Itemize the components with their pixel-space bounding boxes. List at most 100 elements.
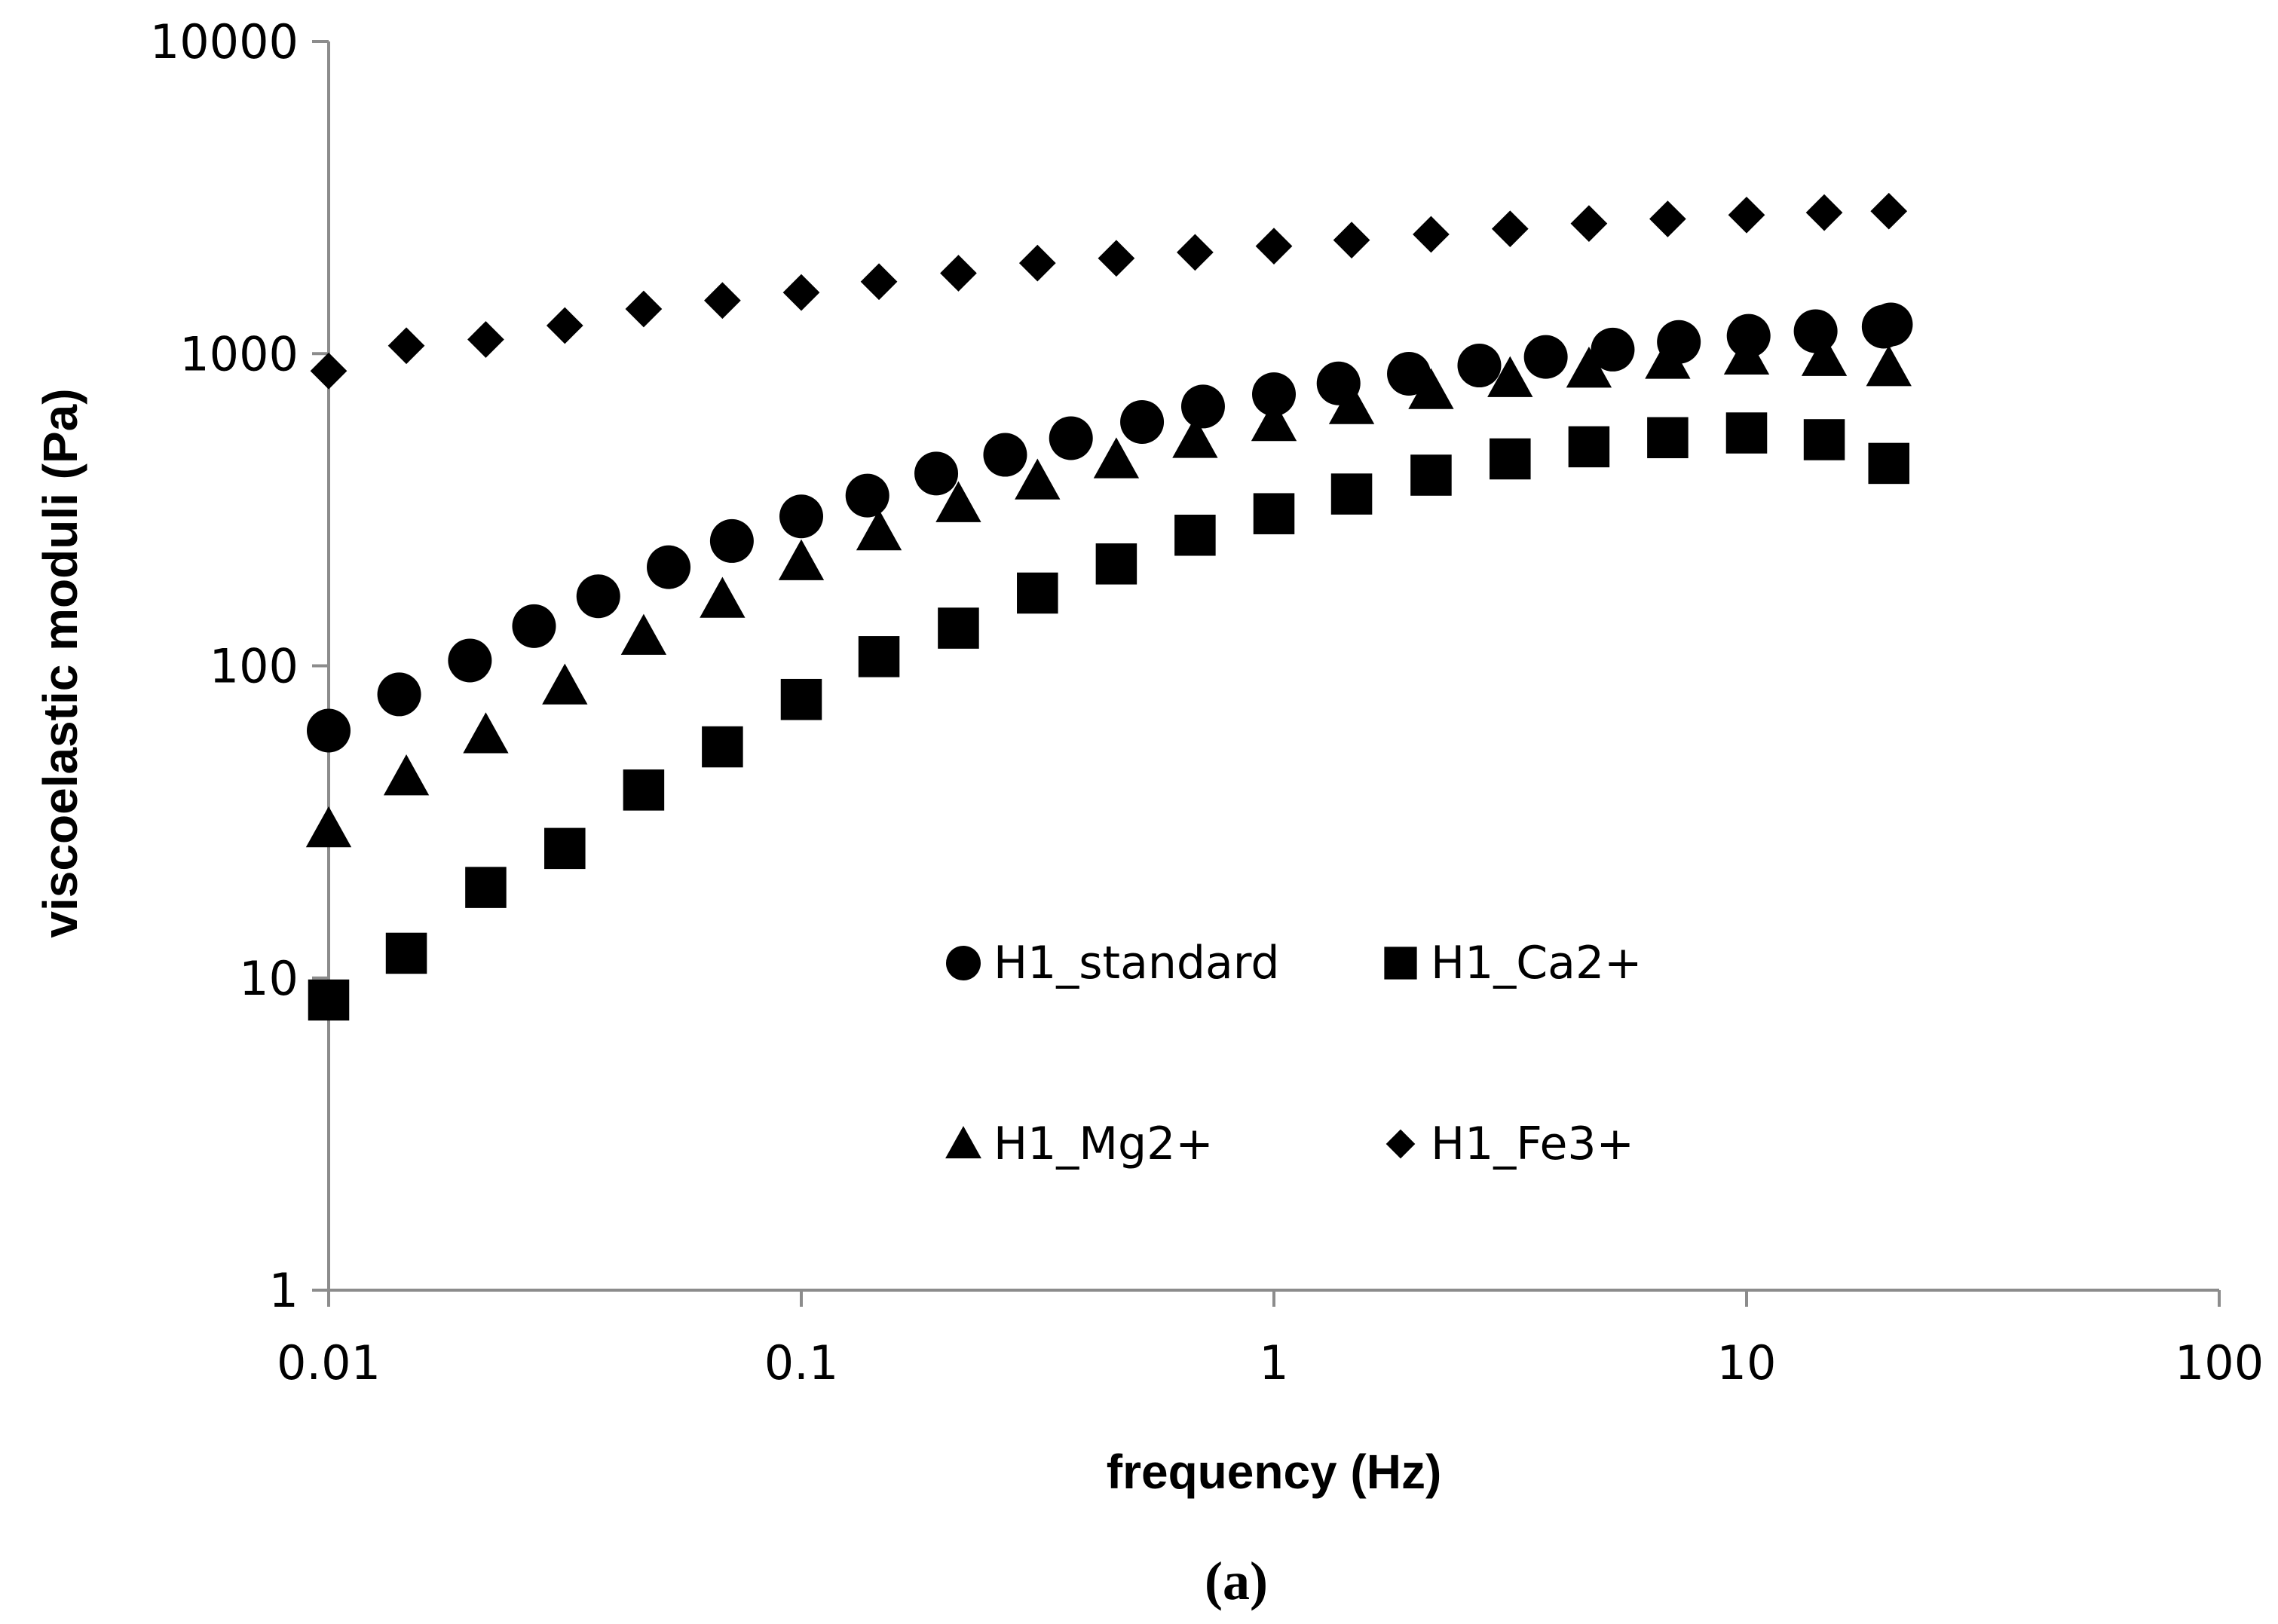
data-point-h1-standard bbox=[914, 451, 959, 496]
data-point-h1-ca2 bbox=[858, 636, 900, 677]
data-point-h1-standard bbox=[1523, 335, 1568, 379]
data-point-h1-fe3 bbox=[1333, 222, 1370, 258]
data-point-h1-mg2 bbox=[1487, 356, 1533, 397]
legend-label-h1-ca2: H1_Ca2+ bbox=[1431, 937, 1642, 989]
data-point-h1-fe3 bbox=[387, 327, 425, 365]
data-point-h1-ca2 bbox=[1330, 473, 1373, 515]
series-h1-standard bbox=[307, 302, 1913, 753]
data-points bbox=[305, 192, 1913, 1021]
data-point-h1-ca2 bbox=[780, 678, 822, 720]
data-point-h1-fe3 bbox=[1870, 192, 1908, 230]
x-tick-label: 0.1 bbox=[764, 1335, 839, 1390]
data-point-h1-standard bbox=[779, 494, 823, 539]
data-point-h1-ca2 bbox=[544, 827, 586, 870]
data-point-h1-standard bbox=[1120, 399, 1165, 444]
legend-marker-h1-fe3 bbox=[1385, 1129, 1416, 1159]
data-point-h1-fe3 bbox=[860, 263, 898, 301]
figure-caption: (a) bbox=[1205, 1551, 1268, 1611]
data-point-h1-ca2 bbox=[1647, 417, 1689, 459]
y-tick-label: 100 bbox=[210, 639, 299, 694]
data-point-h1-mg2 bbox=[1723, 333, 1770, 375]
data-point-h1-mg2 bbox=[1093, 437, 1140, 479]
data-point-h1-ca2 bbox=[1410, 454, 1452, 496]
data-point-h1-ca2 bbox=[465, 867, 507, 908]
legend-marker-h1-mg2 bbox=[945, 1126, 981, 1159]
legend-label-h1-fe3: H1_Fe3+ bbox=[1431, 1118, 1634, 1170]
data-point-h1-ca2 bbox=[938, 607, 979, 649]
y-tick-label: 10 bbox=[239, 951, 299, 1006]
data-point-h1-ca2 bbox=[1174, 514, 1216, 556]
y-tick-label: 1 bbox=[269, 1263, 299, 1318]
data-point-h1-standard bbox=[1869, 302, 1913, 347]
y-ticks: 1 10 100 1000 10000 bbox=[150, 14, 329, 1318]
data-point-h1-fe3 bbox=[1570, 205, 1608, 243]
data-point-h1-fe3 bbox=[625, 290, 663, 328]
data-point-h1-mg2 bbox=[1866, 345, 1912, 387]
data-point-h1-ca2 bbox=[1568, 426, 1610, 468]
data-point-h1-fe3 bbox=[467, 321, 504, 358]
data-point-h1-standard bbox=[377, 672, 421, 717]
series-h1-fe3 bbox=[310, 192, 1908, 390]
data-point-h1-fe3 bbox=[1255, 228, 1293, 265]
data-point-h1-ca2 bbox=[702, 726, 743, 768]
data-point-h1-fe3 bbox=[1728, 196, 1765, 234]
y-tick-label: 1000 bbox=[179, 326, 299, 381]
x-tick-label: 0.01 bbox=[277, 1335, 381, 1390]
data-point-h1-mg2 bbox=[1172, 417, 1218, 458]
data-point-h1-fe3 bbox=[704, 282, 741, 320]
y-axis-title: viscoelastic moduli (Pa) bbox=[33, 388, 87, 937]
data-point-h1-ca2 bbox=[1095, 543, 1137, 585]
y-tick-label: 10000 bbox=[150, 14, 299, 69]
data-point-h1-standard bbox=[1726, 313, 1771, 358]
data-point-h1-standard bbox=[576, 574, 620, 619]
x-tick-label: 100 bbox=[2175, 1335, 2264, 1390]
data-point-h1-standard bbox=[1180, 384, 1225, 429]
legend-marker-h1-standard bbox=[946, 946, 981, 980]
data-point-h1-fe3 bbox=[1805, 194, 1843, 231]
data-point-h1-mg2 bbox=[463, 712, 509, 754]
x-tick-label: 1 bbox=[1259, 1335, 1288, 1390]
data-point-h1-standard bbox=[647, 545, 691, 589]
data-point-h1-fe3 bbox=[1413, 216, 1450, 253]
data-point-h1-standard bbox=[709, 518, 754, 563]
data-point-h1-standard bbox=[983, 433, 1027, 477]
data-point-h1-standard bbox=[845, 473, 889, 518]
data-point-h1-mg2 bbox=[305, 806, 352, 848]
data-point-h1-fe3 bbox=[940, 255, 977, 292]
series-h1-mg2 bbox=[305, 333, 1912, 848]
data-point-h1-fe3 bbox=[310, 352, 348, 390]
data-point-h1-standard bbox=[1387, 351, 1431, 396]
legend-marker-h1-ca2 bbox=[1384, 947, 1417, 980]
legend-label-h1-mg2: H1_Mg2+ bbox=[994, 1118, 1214, 1170]
data-point-h1-ca2 bbox=[623, 769, 665, 811]
x-ticks: 0.01 0.1 1 10 100 bbox=[277, 1290, 2264, 1390]
data-point-h1-ca2 bbox=[1868, 442, 1910, 485]
data-point-h1-standard bbox=[448, 638, 492, 683]
data-point-h1-mg2 bbox=[383, 754, 430, 796]
data-point-h1-mg2 bbox=[1801, 335, 1848, 376]
data-point-h1-mg2 bbox=[778, 539, 825, 580]
legend: H1_standard H1_Ca2+ H1_Mg2+ H1_Fe3+ bbox=[945, 937, 1642, 1170]
series-h1-ca2 bbox=[308, 412, 1910, 1021]
data-point-h1-mg2 bbox=[700, 577, 746, 618]
data-point-h1-fe3 bbox=[1491, 210, 1529, 248]
data-point-h1-mg2 bbox=[1015, 458, 1061, 500]
data-point-h1-standard bbox=[1049, 416, 1093, 460]
data-point-h1-fe3 bbox=[1177, 234, 1214, 271]
data-point-h1-standard bbox=[512, 604, 556, 648]
data-point-h1-fe3 bbox=[1098, 240, 1135, 277]
data-point-h1-standard bbox=[1591, 327, 1635, 372]
data-point-h1-standard bbox=[307, 708, 351, 753]
x-tick-label: 10 bbox=[1717, 1335, 1777, 1390]
data-point-h1-standard bbox=[1793, 309, 1838, 353]
data-point-h1-ca2 bbox=[385, 932, 427, 974]
data-point-h1-mg2 bbox=[542, 663, 588, 705]
data-point-h1-ca2 bbox=[1725, 412, 1768, 454]
x-axis-title: frequency (Hz) bbox=[1107, 1445, 1442, 1499]
data-point-h1-mg2 bbox=[1408, 368, 1454, 409]
data-point-h1-mg2 bbox=[1328, 383, 1375, 424]
data-point-h1-mg2 bbox=[620, 613, 667, 655]
data-point-h1-fe3 bbox=[1018, 244, 1056, 282]
data-point-h1-fe3 bbox=[546, 307, 583, 344]
